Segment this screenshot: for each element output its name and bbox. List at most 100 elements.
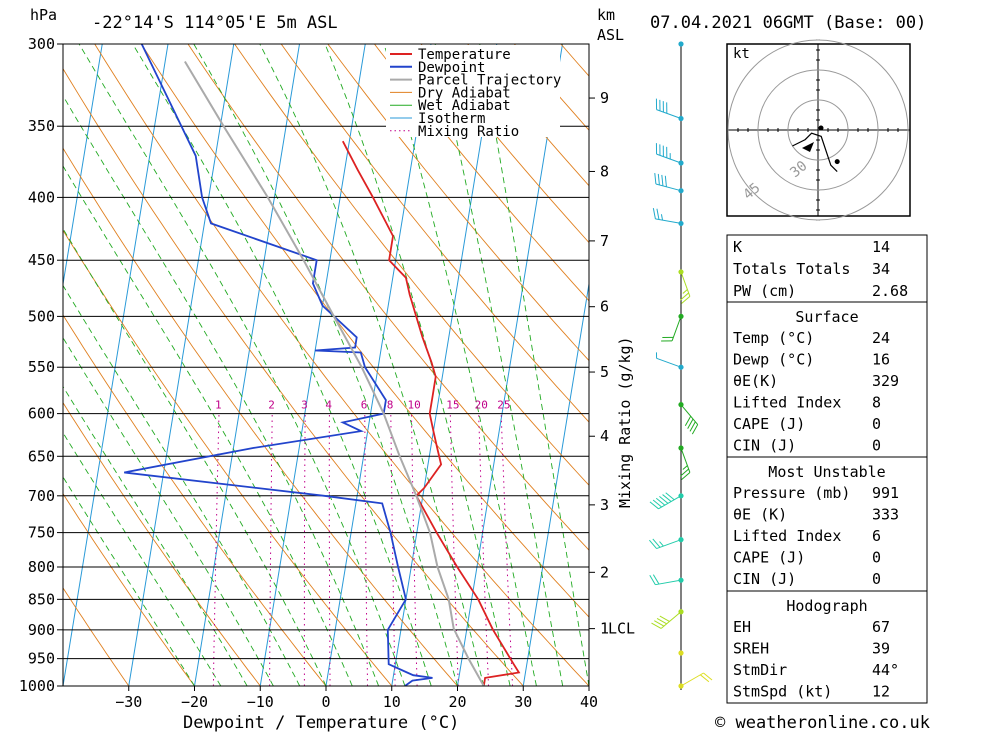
- index-label: StmSpd (kt): [733, 683, 832, 701]
- index-label: CAPE (J): [733, 549, 805, 567]
- altitude-tick-label: 2: [600, 563, 609, 581]
- isotherm-line: [63, 44, 168, 686]
- dry-adiabat-line: [48, 44, 523, 686]
- index-label: StmDir: [733, 661, 787, 679]
- datetime-title: 07.04.2021 06GMT (Base: 00): [650, 13, 926, 33]
- isotherm-line: [458, 44, 563, 686]
- index-label: CIN (J): [733, 437, 796, 455]
- index-label: Temp (°C): [733, 329, 814, 347]
- pressure-tick-label: 350: [28, 117, 55, 135]
- index-label: Dewp (°C): [733, 351, 814, 369]
- hodograph-point: [819, 126, 824, 131]
- wind-barb: [681, 673, 704, 686]
- mixing-ratio-line: [329, 414, 330, 686]
- pressure-tick-label: 450: [28, 251, 55, 269]
- wind-barb: [661, 612, 681, 629]
- dry-adiabat-line: [0, 44, 392, 686]
- wet-adiabat-line: [79, 44, 405, 686]
- dry-adiabat-line: [421, 44, 1000, 686]
- mixing-ratio-label: 25: [497, 399, 510, 412]
- mixing-ratio-label: 6: [361, 399, 368, 412]
- hpa-unit: hPa: [30, 6, 57, 24]
- pressure-axis: 3003504004505005506006507007508008509009…: [19, 35, 63, 695]
- wind-barb: [681, 405, 698, 425]
- index-value: 0: [872, 437, 881, 455]
- wind-barb: [657, 110, 681, 119]
- index-label: CAPE (J): [733, 415, 805, 433]
- index-label: PW (cm): [733, 282, 796, 300]
- mixing-ratio-label: 15: [446, 399, 459, 412]
- wind-barb: [657, 540, 681, 549]
- wind-barb: [681, 448, 690, 472]
- altitude-tick-label: 6: [600, 298, 609, 316]
- index-value: 2.68: [872, 282, 908, 300]
- dewpoint-line: [124, 44, 432, 686]
- wind-dot: [678, 41, 683, 46]
- wind-barb-flag: [683, 290, 688, 294]
- copyright: © weatheronline.co.uk: [715, 713, 930, 733]
- wind-barb: [657, 154, 681, 163]
- wet-adiabat-line: [435, 44, 563, 686]
- mixing-ratio-line: [304, 414, 305, 686]
- wind-barb-flag: [662, 175, 663, 186]
- isotherm-line: [195, 44, 300, 686]
- index-label: Lifted Index: [733, 394, 841, 412]
- index-value: 0: [872, 549, 881, 567]
- pressure-tick-label: 300: [28, 35, 55, 53]
- index-label: Lifted Index: [733, 527, 841, 545]
- dry-adiabat-line: [2, 44, 458, 686]
- wind-barb-flag: [665, 176, 666, 187]
- mixing-ratio-label: 10: [407, 399, 420, 412]
- index-label: θE(K): [733, 372, 778, 390]
- asl-unit: ASL: [597, 26, 624, 44]
- index-value: 329: [872, 372, 899, 390]
- index-value: 34: [872, 260, 890, 278]
- mixing-ratio-label: 8: [387, 399, 394, 412]
- altitude-tick-label: 7: [600, 232, 609, 250]
- index-value: 44°: [872, 661, 899, 679]
- pressure-tick-label: 1000: [19, 677, 55, 695]
- temperature-tick-label: −30: [115, 693, 142, 711]
- mixing-ratio-line: [365, 414, 368, 686]
- index-value: 14: [872, 238, 890, 256]
- index-label: CIN (J): [733, 570, 796, 588]
- index-value: 67: [872, 618, 890, 636]
- index-value: 333: [872, 506, 899, 524]
- index-label: K: [733, 238, 742, 256]
- index-label: EH: [733, 618, 751, 636]
- wet-adiabat-line: [133, 44, 432, 686]
- mixing-ratio-label: 3: [301, 399, 308, 412]
- wind-barb: [656, 184, 681, 191]
- isotherm-line: [326, 44, 431, 686]
- isotherm-line: [260, 44, 365, 686]
- index-value: 12: [872, 683, 890, 701]
- temperature-tick-label: 10: [383, 693, 401, 711]
- altitude-tick-label: 3: [600, 496, 609, 514]
- index-value: 24: [872, 329, 890, 347]
- wind-barb-flag: [653, 208, 655, 219]
- temperature-tick-label: 0: [321, 693, 330, 711]
- pressure-tick-label: 650: [28, 447, 55, 465]
- pressure-tick-label: 600: [28, 405, 55, 423]
- wind-barb-flag: [661, 214, 662, 220]
- index-label: Pressure (mb): [733, 484, 850, 502]
- dry-adiabat-line: [0, 44, 129, 686]
- section-title: Most Unstable: [768, 463, 885, 481]
- mixing-ratio-label: 1: [215, 399, 222, 412]
- pressure-tick-label: 900: [28, 621, 55, 639]
- mixing-ratio-axis-label: Mixing Ratio (g/kg): [616, 336, 634, 508]
- wind-barb-flag: [658, 174, 659, 185]
- section-title: Surface: [795, 308, 858, 326]
- pressure-tick-label: 700: [28, 487, 55, 505]
- index-value: 6: [872, 527, 881, 545]
- wind-barb-flag: [659, 542, 663, 547]
- hodograph-unit: kt: [733, 46, 750, 62]
- wind-barb-flag: [657, 209, 659, 220]
- index-value: 16: [872, 351, 890, 369]
- temperature-tick-label: −10: [247, 693, 274, 711]
- mixing-ratio-line: [450, 414, 458, 686]
